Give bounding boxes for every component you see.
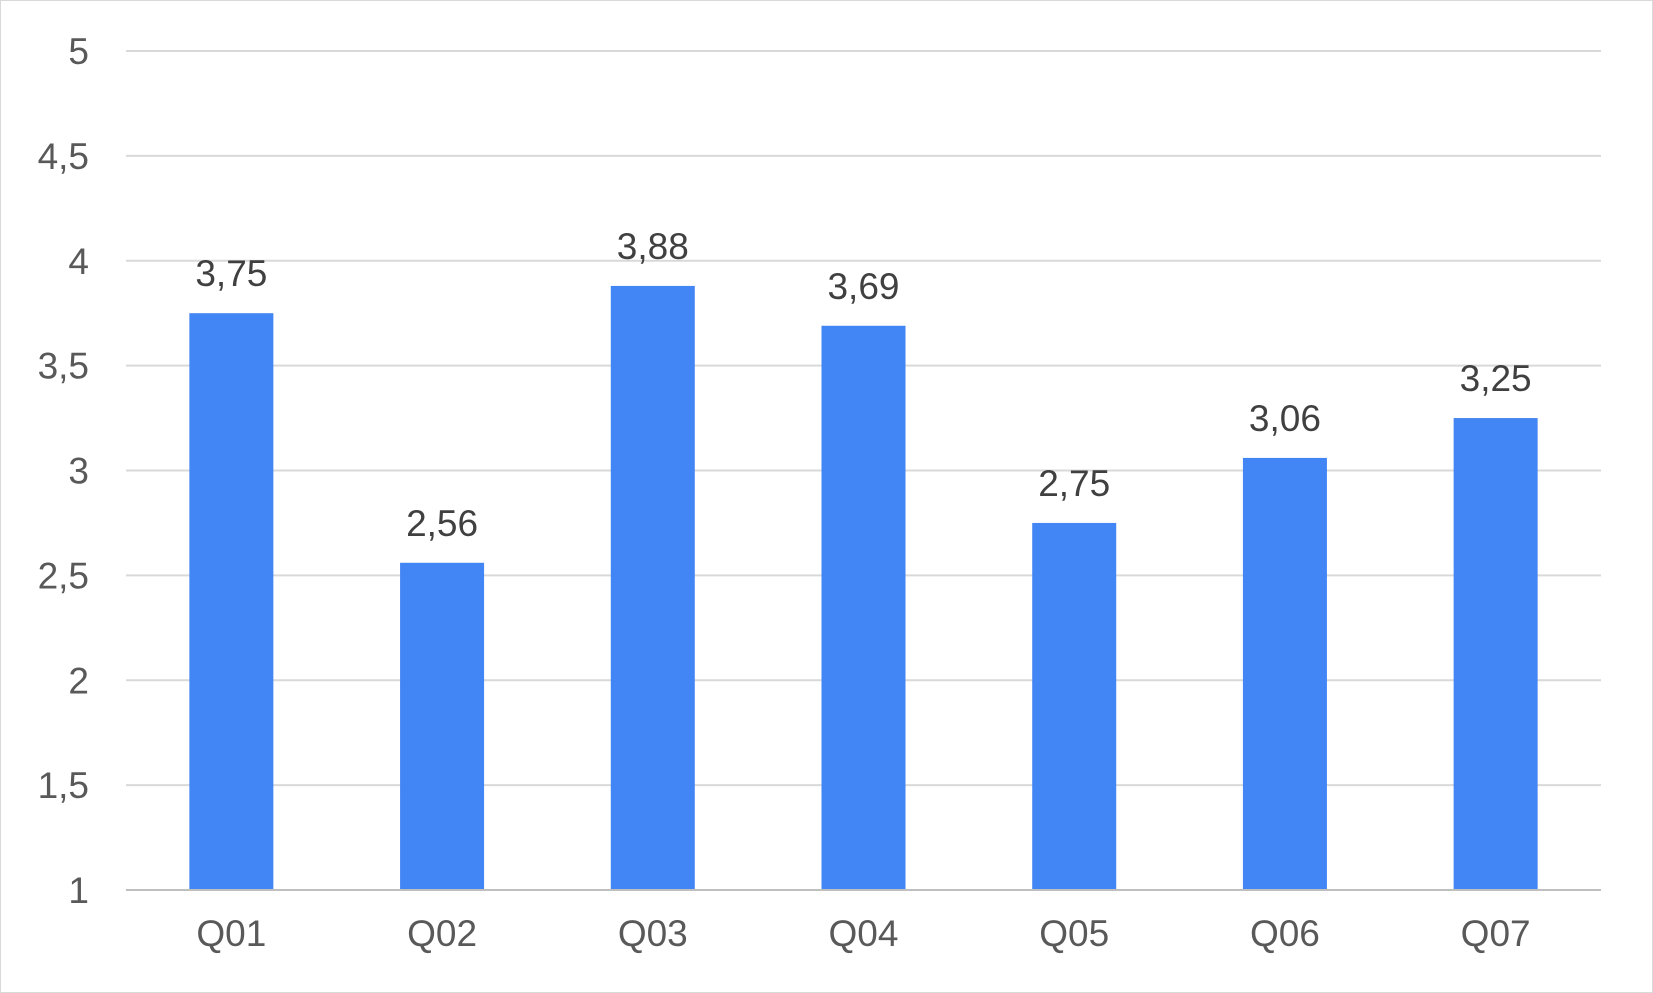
y-tick-label: 2,5 (38, 555, 89, 596)
bar-q04 (821, 325, 906, 891)
data-label-q05: 2,75 (1038, 463, 1110, 504)
bars (126, 285, 1601, 891)
data-label-q07: 3,25 (1460, 358, 1532, 399)
y-tick-label: 1 (68, 870, 89, 911)
data-label-q02: 2,56 (406, 503, 478, 544)
y-tick-label: 4,5 (38, 136, 89, 177)
bar-q03 (610, 285, 695, 890)
x-tick-label: Q02 (407, 913, 477, 954)
y-tick-label: 1,5 (38, 765, 89, 806)
x-axis-tick-labels: Q01 Q02 Q03 Q04 Q05 Q06 Q07 (196, 913, 1530, 954)
x-tick-label: Q01 (196, 913, 266, 954)
y-tick-label: 3 (68, 451, 89, 492)
bar-q02 (400, 562, 485, 890)
x-tick-label: Q03 (618, 913, 688, 954)
x-tick-label: Q04 (829, 913, 899, 954)
y-tick-label: 5 (68, 31, 89, 72)
y-axis-tick-labels: 1 1,5 2 2,5 3 3,5 4 4,5 5 (38, 31, 89, 911)
bar-q01 (189, 313, 274, 890)
data-label-q01: 3,75 (195, 253, 267, 294)
data-labels: 3,75 2,56 3,88 3,69 2,75 3,06 3,25 (195, 226, 1531, 544)
x-tick-label: Q07 (1461, 913, 1531, 954)
bar-q06 (1242, 457, 1327, 890)
x-tick-label: Q05 (1039, 913, 1109, 954)
bar-q05 (1032, 522, 1117, 890)
bar-q07 (1453, 418, 1538, 890)
data-label-q04: 3,69 (827, 266, 899, 307)
x-tick-label: Q06 (1250, 913, 1320, 954)
y-tick-label: 4 (68, 241, 89, 282)
y-tick-label: 3,5 (38, 346, 89, 387)
y-tick-label: 2 (68, 660, 89, 701)
data-label-q03: 3,88 (617, 226, 689, 267)
data-label-q06: 3,06 (1249, 398, 1321, 439)
